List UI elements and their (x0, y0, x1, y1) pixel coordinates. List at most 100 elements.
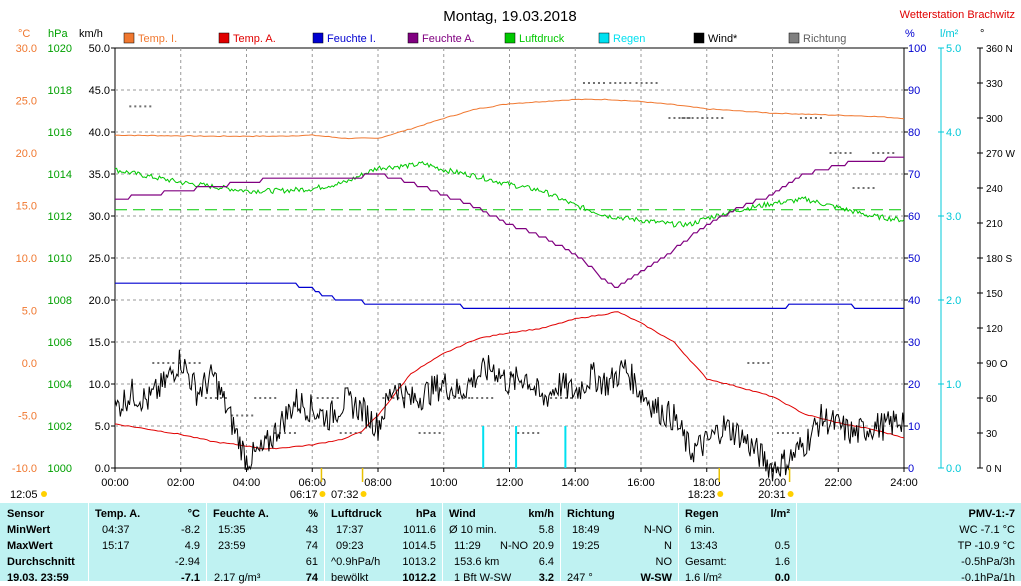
direction-axis-label: 90 O (986, 359, 1008, 370)
pressure-axis-label: 1002 (48, 421, 72, 433)
header-sensor: Sensor (7, 508, 45, 520)
unit-rain: l/m² (940, 28, 959, 40)
direction-axis-label: 180 S (986, 254, 1012, 265)
cell-wind-value: 3.2 (538, 572, 554, 584)
legend-label: Feuchte A. (422, 33, 475, 45)
unit-pct: % (905, 28, 915, 40)
humidity-axis-label: 60 (908, 211, 920, 223)
annotation-marker (319, 491, 326, 497)
pressure-axis-label: 1004 (48, 379, 72, 391)
cell-direction-value: N-NO (643, 524, 672, 536)
stats-table: Sensor Temp. A. °C Feuchte A. % Luftdruc… (0, 503, 1021, 584)
legend-label: Richtung (803, 33, 846, 45)
cell-wind-time: 11:29 (454, 540, 481, 552)
humidity-axis-label: 10 (908, 421, 920, 433)
cell-temp-value: -2.94 (174, 556, 200, 568)
direction-axis-label: 330 (986, 79, 1003, 90)
station-name: Wetterstation Brachwitz (900, 9, 1015, 21)
annotation-label: 12:05 (10, 489, 38, 501)
temp-axis-label: 20.0 (16, 148, 37, 160)
legend-swatch (504, 32, 516, 44)
unit-kmh: km/h (79, 28, 103, 40)
direction-axis-label: 210 (986, 219, 1003, 230)
chart-grid (114, 47, 905, 469)
temp-axis-label: 25.0 (16, 96, 37, 108)
rain-axis-label: 4.0 (946, 127, 961, 139)
cell-wind-value: 6.4 (538, 556, 554, 568)
legend-swatch (218, 32, 230, 44)
wind-axis-label: 45.0 (89, 85, 110, 97)
cell-direction-value: N (664, 540, 672, 552)
cell-wind-time: 1 Bft W-SW (454, 572, 512, 584)
cell-humidity-value: 74 (305, 540, 318, 552)
annotation-label: 06:17 (290, 489, 318, 501)
row-label: Durchschnitt (7, 556, 75, 568)
x-tick-label: 12:00 (496, 477, 524, 489)
cell-rain-value (740, 522, 790, 538)
temp-axis-label: 0.0 (22, 358, 37, 370)
legend-label: Luftdruck (519, 33, 565, 45)
cell-humidity-value: 43 (305, 524, 318, 536)
pressure-axis-label: 1014 (48, 169, 72, 181)
cell-pressure-value: 1011.6 (403, 524, 436, 536)
rain-axis-label: 0.0 (946, 463, 961, 475)
cell-pressure-time: 17:37 (336, 524, 364, 536)
legend-label: Regen (613, 33, 645, 45)
header-wind-unit: km/h (528, 508, 554, 520)
cell-temp-value: 4.9 (184, 540, 200, 552)
humidity-axis-label: 50 (908, 253, 920, 265)
cell-rain-time: 13:43 (690, 540, 718, 552)
legend-swatch (598, 32, 610, 44)
chart-legend: Temp. I. Temp. A. Feuchte I. Feuchte A. Luft… (123, 32, 846, 45)
cell-pmv: -0.5hPa/3h (961, 556, 1015, 568)
x-tick-label: 16:00 (627, 477, 655, 489)
cell-pressure-time: ^0.9hPa/h (331, 556, 381, 568)
wind-axis-label: 50.0 (89, 43, 110, 55)
x-tick-label: 06:00 (298, 477, 326, 489)
rain-axis-label: 2.0 (946, 295, 961, 307)
temp-axis-label: -5.0 (18, 411, 37, 423)
cell-temp-value: -8.2 (181, 524, 200, 536)
humidity-axis-label: 30 (908, 337, 920, 349)
x-tick-label: 20:00 (759, 477, 787, 489)
cell-pressure-value: 1014.5 (402, 540, 436, 552)
humidity-axis-label: 0 (908, 463, 914, 475)
wind-axis-label: 30.0 (89, 211, 110, 223)
header-direction: Richtung (567, 508, 615, 520)
humidity-axis-label: 20 (908, 379, 920, 391)
humidity-outdoor-line (115, 156, 904, 288)
temp-indoor-line (114, 98, 905, 140)
cell-rain-value: 0.0 (774, 572, 790, 584)
legend-label: Feuchte I. (327, 33, 376, 45)
annotation-marker (41, 491, 47, 497)
header-pressure: Luftdruck (331, 508, 382, 520)
cell-pressure-value: 1012.2 (402, 572, 436, 584)
x-tick-label: 02:00 (167, 477, 195, 489)
header-temp-unit: °C (187, 508, 200, 520)
header-rain-unit: l/m² (770, 508, 790, 520)
wind-axis-label: 10.0 (89, 379, 110, 391)
row-label: MaxWert (7, 540, 53, 552)
cell-temp-time: 15:17 (102, 540, 130, 552)
cell-direction-value: W-SW (640, 572, 672, 584)
direction-axis-label: 30 (986, 429, 998, 440)
chart-axes: 00:00 02:00 04:00 06:00 08:00 10:00 12:00 14:00… (10, 43, 1015, 501)
weather-chart: 00:00 02:00 04:00 06:00 08:00 10:00 12:00 14:00… (10, 8, 1015, 501)
legend-swatch (407, 32, 419, 44)
cell-pmv: TP -10.9 °C (957, 540, 1015, 552)
annotation-label: 18:23 (688, 489, 716, 501)
pressure-axis-label: 1020 (48, 43, 72, 55)
cell-wind-value: 5.8 (538, 524, 554, 536)
direction-axis-label: 120 (986, 324, 1003, 335)
x-tick-label: 14:00 (561, 477, 589, 489)
wind-axis-label: 15.0 (89, 337, 110, 349)
rain-axis-label: 5.0 (946, 43, 961, 55)
header-pmv: PMV-1:-7 (968, 508, 1015, 520)
temp-axis-label: 15.0 (16, 201, 37, 213)
pressure-line (114, 160, 905, 228)
cell-direction-value: NO (655, 556, 673, 568)
pressure-axis-label: 1006 (48, 337, 72, 349)
x-tick-label: 22:00 (824, 477, 852, 489)
cell-rain-value: 1.6 (774, 556, 790, 568)
pressure-axis-label: 1000 (48, 463, 72, 475)
